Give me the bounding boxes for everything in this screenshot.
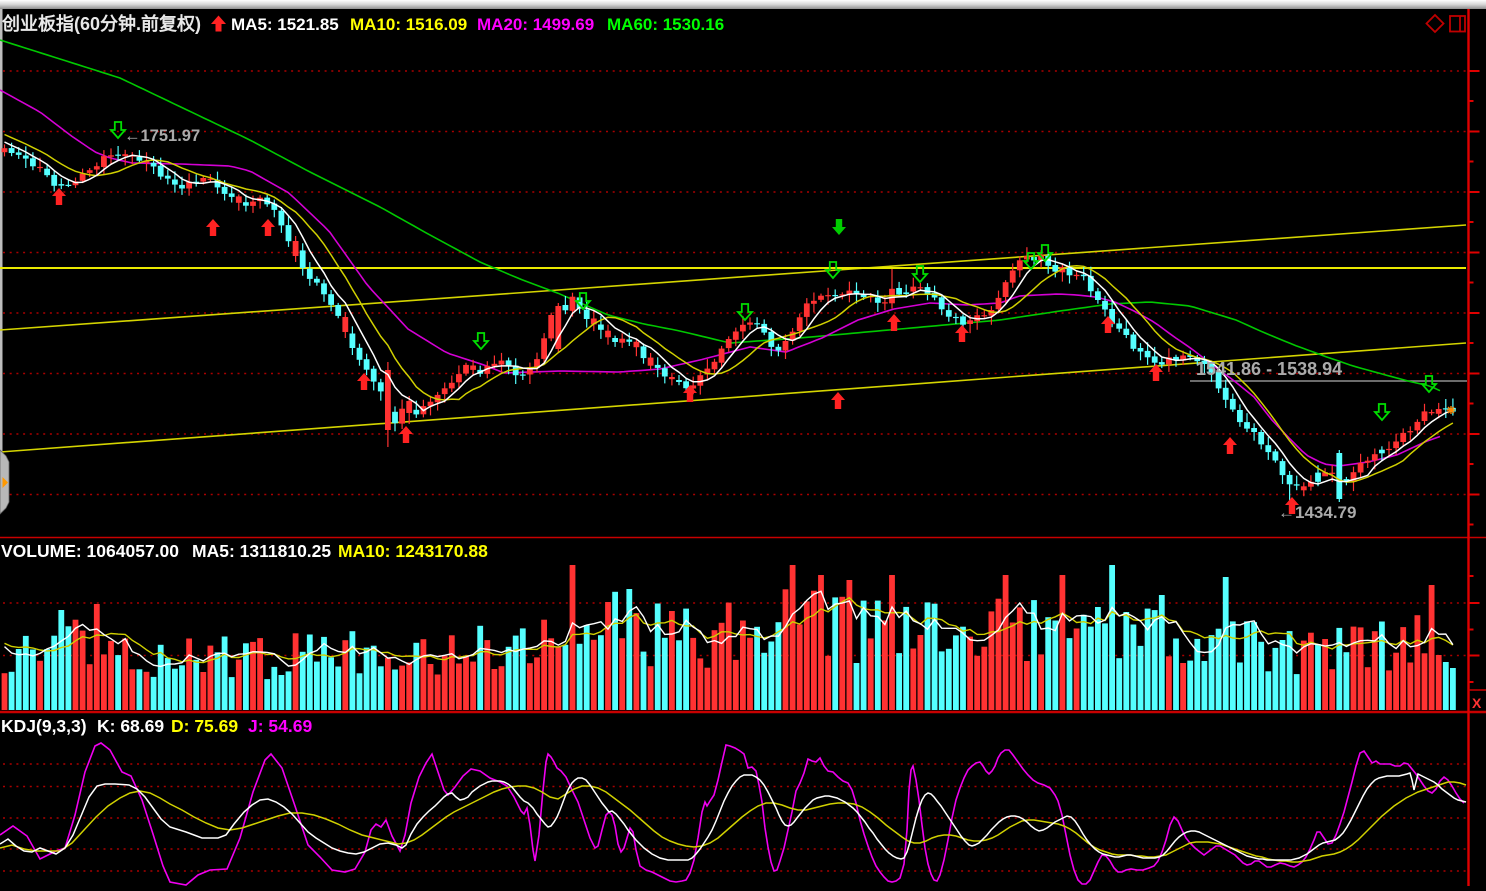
svg-text:MA10: 1516.09: MA10: 1516.09 bbox=[350, 15, 467, 34]
svg-text:MA20: 1499.69: MA20: 1499.69 bbox=[477, 15, 594, 34]
svg-text:J: 54.69: J: 54.69 bbox=[248, 716, 312, 736]
svg-text:D: 75.69: D: 75.69 bbox=[171, 716, 238, 736]
svg-text:MA10: 1243170.88: MA10: 1243170.88 bbox=[338, 541, 488, 561]
svg-text:←1434.79: ←1434.79 bbox=[1278, 503, 1356, 522]
svg-text:MA60: 1530.16: MA60: 1530.16 bbox=[607, 15, 724, 34]
svg-text:MA5: 1521.85: MA5: 1521.85 bbox=[231, 15, 339, 34]
svg-text:X: X bbox=[1472, 695, 1482, 711]
svg-text:1541.86 - 1538.94: 1541.86 - 1538.94 bbox=[1196, 359, 1342, 379]
svg-text:←1751.97: ←1751.97 bbox=[124, 127, 200, 145]
svg-text:K: 68.69: K: 68.69 bbox=[97, 716, 164, 736]
svg-text:VOLUME: 1064057.00: VOLUME: 1064057.00 bbox=[1, 541, 179, 561]
svg-text:MA5: 1311810.25: MA5: 1311810.25 bbox=[192, 541, 331, 561]
svg-text:创业板指(60分钟.前复权): 创业板指(60分钟.前复权) bbox=[1, 13, 201, 34]
svg-text:KDJ(9,3,3): KDJ(9,3,3) bbox=[1, 716, 87, 736]
